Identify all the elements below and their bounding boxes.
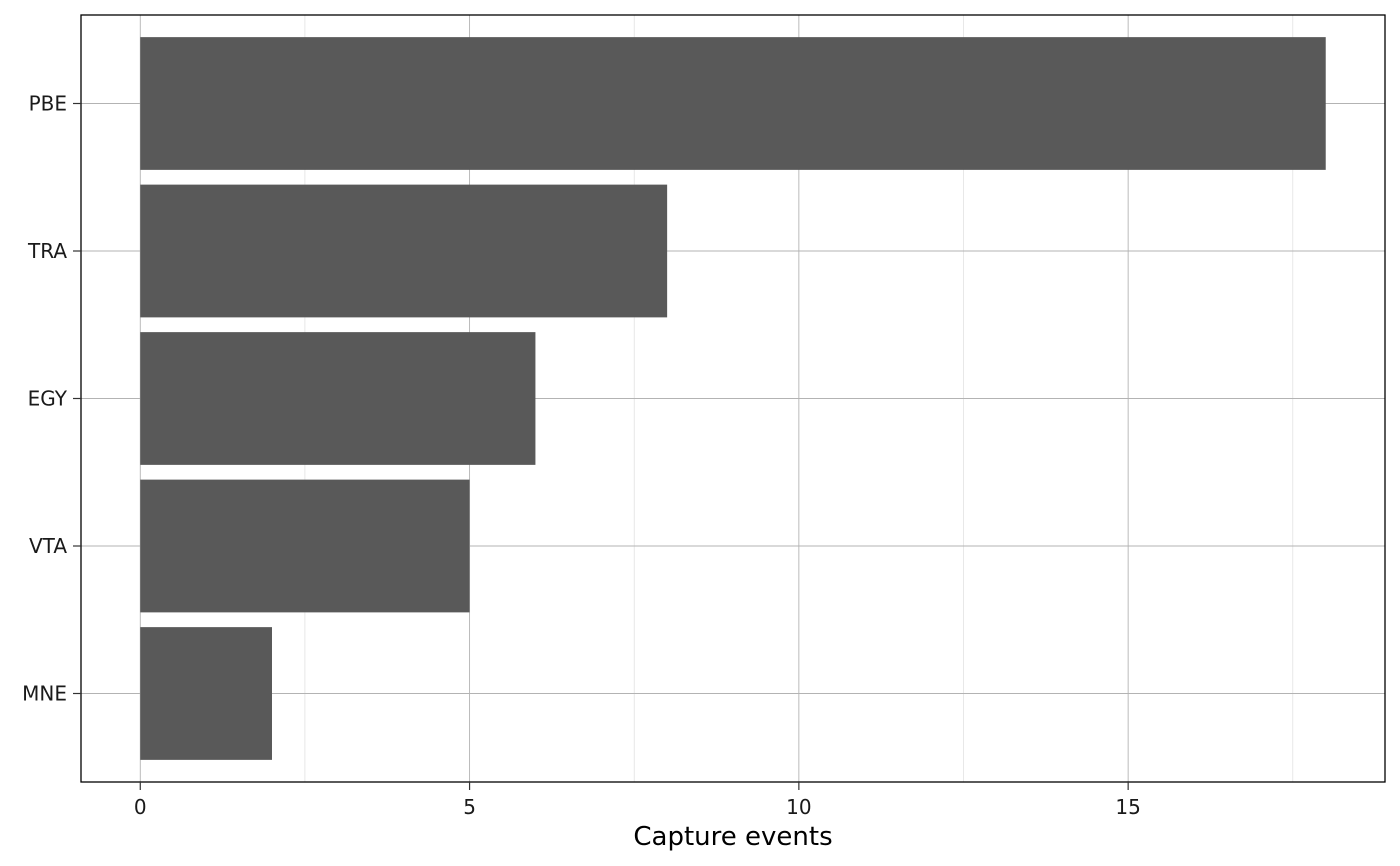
bar-tra — [140, 184, 668, 318]
y-tick-label: PBE — [29, 92, 67, 116]
y-tick-label: MNE — [22, 682, 67, 706]
bars — [140, 37, 1326, 760]
bar-pbe — [140, 37, 1326, 170]
bar-mne — [140, 627, 272, 760]
y-axis: PBE TRA EGY VTA MNE — [22, 92, 81, 706]
x-tick-label: 15 — [1115, 795, 1140, 819]
x-tick-label: 5 — [463, 795, 476, 819]
bar-vta — [140, 479, 470, 613]
x-tick-label: 0 — [134, 795, 147, 819]
x-axis-title: Capture events — [633, 822, 832, 852]
y-tick-label: VTA — [29, 534, 67, 558]
x-axis: 0 5 10 15 — [134, 782, 1141, 819]
y-tick-label: TRA — [27, 239, 67, 263]
bar-egy — [140, 332, 536, 465]
x-tick-label: 10 — [786, 795, 811, 819]
y-tick-label: EGY — [28, 387, 68, 411]
